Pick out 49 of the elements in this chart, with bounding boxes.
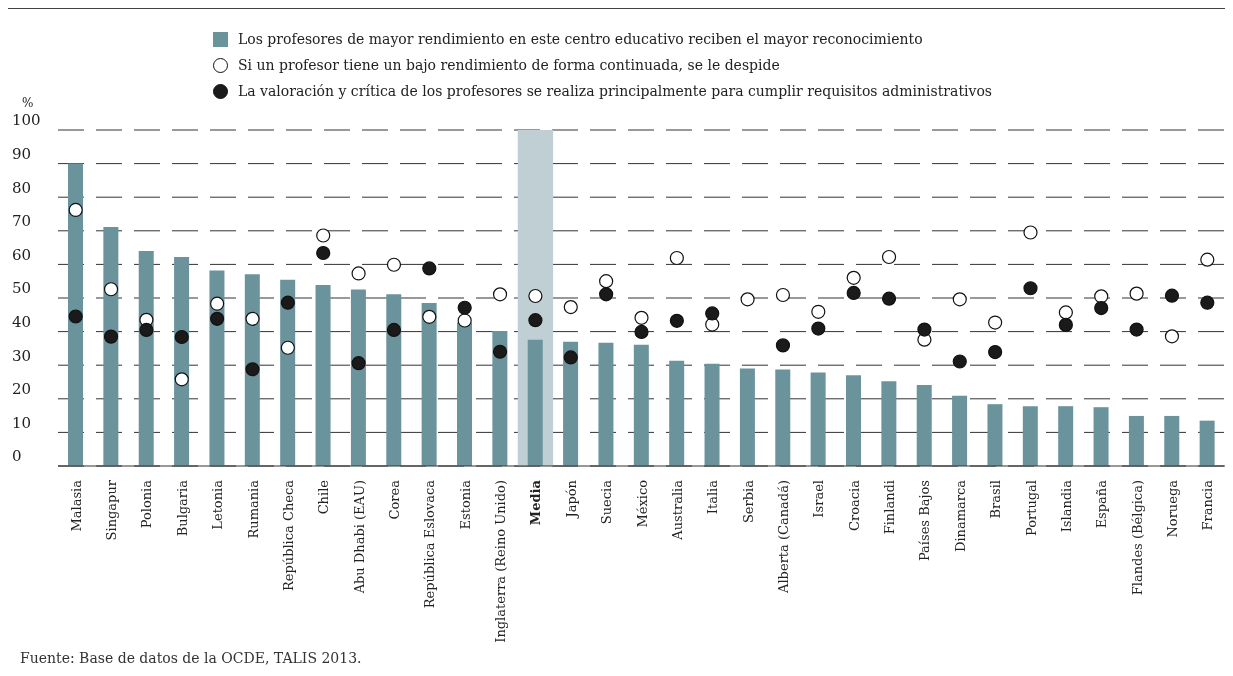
y-tick-label: 50 [12,279,32,298]
y-tick-label: 10 [12,413,32,432]
x-tick-label: Bulgaria [174,479,190,537]
x-tick-label: Malasia [68,479,84,532]
x-tick-label: Israel [811,480,827,518]
x-tick-label: Australia [669,479,685,541]
x-tick-label: Dinamarca [952,479,968,553]
x-tick-label: Flandes (Bélgica) [1129,480,1145,596]
source-note: Fuente: Base de datos de la OCDE, TALIS 2013. [20,650,362,666]
legend-label: Los profesores de mayor rendimiento en este centro educativo reciben el mayor reconocimiento [238,31,923,47]
x-tick-label: Brasil [988,480,1004,519]
x-tick-label: Corea [386,479,402,520]
x-tick-label: Finlandi [882,480,898,535]
x-tick-label: Croacia [846,479,862,531]
x-tick-label: Portugal [1023,480,1039,537]
x-tick-label: España [1094,479,1110,529]
y-tick-label: 40 [12,312,32,331]
x-tick-label: Letonia [210,479,226,530]
x-tick-label: República Checa [280,479,296,592]
y-tick-label: 20 [12,380,32,399]
y-tick-label: 0 [12,447,22,466]
x-tick-label: Inglaterra (Reino Unido) [493,480,509,643]
legend-label: La valoración y crítica de los profesores se realiza principalmente para cumplir requisitos administrativos [238,83,993,99]
x-tick-label: México [634,479,650,528]
y-tick-label: 100 [12,111,41,130]
y-tick-label: 30 [12,346,32,365]
y-tick-label: 60 [12,245,32,264]
x-tick-label: Singapur [104,479,120,541]
x-tick-label: Alberta (Canadá) [775,480,791,594]
x-tick-label: República Eslovaca [422,479,438,609]
y-tick-label: 70 [12,212,32,231]
x-tick-label: Media [528,479,544,526]
x-tick-label: Italia [705,479,721,515]
x-tick-label: Rumania [245,479,261,539]
x-tick-label: Países Bajos [917,480,933,562]
legend-label: Si un profesor tiene un bajo rendimiento de forma continuada, se le despide [238,57,780,73]
x-tick-label: Polonia [139,479,155,529]
x-tick-label: Suecia [599,479,615,525]
x-tick-label: Estonia [457,479,473,530]
x-tick-label: Islandia [1058,479,1074,533]
y-tick-label: 80 [12,178,32,197]
x-tick-label: Abu Dhabi (EAU) [351,480,367,595]
y-axis-title: % [22,96,34,110]
x-tick-label: Serbia [740,479,756,524]
y-tick-label: 90 [12,144,32,163]
x-tick-label: Francia [1200,479,1216,531]
x-tick-label: Chile [316,479,332,515]
x-tick-label: Noruega [1164,479,1180,538]
x-tick-label: Japón [563,479,579,520]
